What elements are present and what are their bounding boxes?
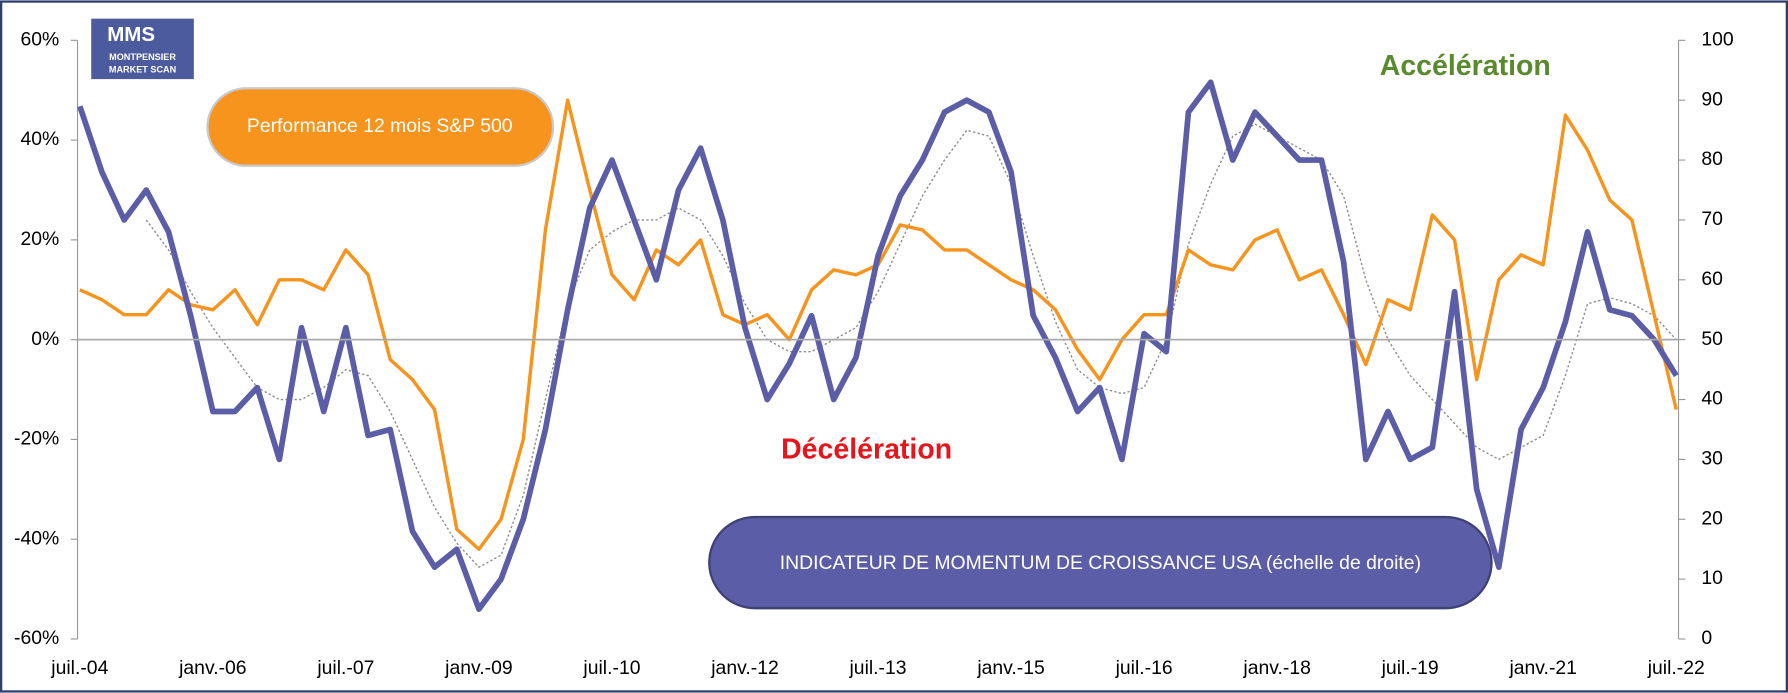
x-tick-label: janv.-18 bbox=[1242, 657, 1311, 679]
legend-label: Performance 12 mois S&P 500 bbox=[247, 115, 513, 137]
x-tick-label: janv.-06 bbox=[178, 657, 246, 679]
y2-tick-label: 60 bbox=[1701, 268, 1723, 290]
logo-title: MMS bbox=[107, 23, 155, 46]
x-tick-label: juil.-07 bbox=[316, 657, 374, 679]
y-tick-label: 0% bbox=[31, 328, 59, 350]
x-tick-label: juil.-10 bbox=[582, 657, 640, 679]
logo-line: MARKET SCAN bbox=[109, 64, 176, 74]
y2-tick-label: 0 bbox=[1701, 627, 1712, 649]
legend-box bbox=[206, 87, 555, 167]
y2-tick-label: 70 bbox=[1701, 208, 1723, 230]
annotation: Décélération bbox=[781, 433, 952, 465]
y-tick-label: -40% bbox=[14, 527, 59, 549]
y-tick-label: 20% bbox=[21, 228, 60, 250]
legend-box bbox=[708, 515, 1493, 610]
logo-box bbox=[91, 18, 194, 80]
x-tick-label: juil.-22 bbox=[1647, 657, 1705, 679]
y-tick-label: -20% bbox=[14, 428, 59, 450]
legend-label: INDICATEUR DE MOMENTUM DE CROISSANCE USA… bbox=[780, 552, 1421, 574]
x-tick-label: janv.-09 bbox=[444, 657, 513, 679]
x-tick-label: janv.-15 bbox=[976, 657, 1045, 679]
annotation: Accélération bbox=[1380, 50, 1551, 82]
x-tick-label: juil.-16 bbox=[1115, 657, 1173, 679]
y2-tick-label: 90 bbox=[1701, 88, 1723, 110]
y2-tick-label: 30 bbox=[1701, 448, 1723, 470]
y-tick-label: 60% bbox=[21, 28, 60, 50]
y-tick-label: 40% bbox=[21, 128, 60, 150]
x-tick-label: janv.-21 bbox=[1508, 657, 1577, 679]
x-tick-label: juil.-19 bbox=[1381, 657, 1439, 679]
x-tick-label: juil.-13 bbox=[848, 657, 906, 679]
x-tick-label: janv.-12 bbox=[710, 657, 779, 679]
y2-tick-label: 80 bbox=[1701, 148, 1723, 170]
logo: MMS MONTPENSIER MARKET SCAN bbox=[91, 18, 194, 80]
x-tick-label: juil.-04 bbox=[50, 657, 108, 679]
series-line bbox=[77, 79, 1679, 612]
y2-tick-label: 100 bbox=[1701, 28, 1734, 50]
y-tick-label: -60% bbox=[14, 627, 59, 649]
y2-tick-label: 50 bbox=[1701, 328, 1723, 350]
y2-tick-label: 10 bbox=[1701, 567, 1723, 589]
y2-tick-label: 20 bbox=[1701, 507, 1723, 529]
logo-line: MONTPENSIER bbox=[109, 52, 176, 62]
y2-tick-label: 40 bbox=[1701, 388, 1723, 410]
series-line bbox=[145, 123, 1677, 568]
